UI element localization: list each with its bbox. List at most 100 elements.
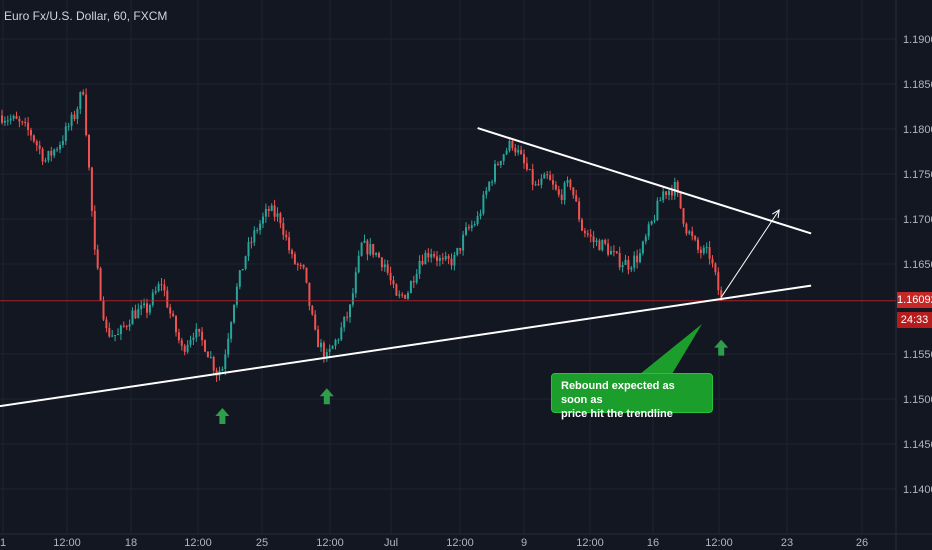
candle-body [111,335,114,337]
resistance-trendline[interactable] [477,127,812,235]
candle-body [311,305,314,315]
candle-body [375,253,378,255]
candle-body [685,223,688,234]
projection-arrow[interactable] [720,209,780,298]
candle-body [378,253,380,258]
candle-body [665,191,668,196]
candle-body [520,150,523,155]
time-tick-label: 26 [856,537,868,549]
support-trendline[interactable] [0,284,812,419]
trendlines[interactable] [0,127,812,419]
candle-body [99,268,102,301]
candle-body [273,205,276,217]
candle-body [90,167,93,211]
candle-body [360,242,363,256]
time-tick-label: 12:00 [576,537,604,549]
candle-body [189,339,192,345]
candle-body [73,114,76,120]
price-tick-label: 1.14500 [903,439,932,451]
candle-body [401,294,404,296]
candle-body [653,220,656,222]
candle-body [47,151,50,161]
candle-body [198,328,201,332]
candle-body [305,267,308,283]
candle-body [151,292,154,306]
candle-body [363,240,366,243]
candle-body [102,300,105,320]
candle-body [386,264,389,273]
candle-body [412,281,415,283]
candle-body [604,239,607,244]
candle-body [583,230,586,234]
time-tick-label: 16 [647,537,659,549]
candle-body [293,254,296,264]
candle-body [247,242,250,257]
candle-body [264,208,267,217]
annotation-line-1: Rebound expected as soon as [561,380,675,406]
candle-body [444,256,447,260]
candle-body [50,151,53,156]
candle-body [337,339,340,341]
price-tick-label: 1.18500 [903,79,932,91]
candle-body [372,244,375,255]
candle-body [354,272,357,294]
candle-body [479,213,482,217]
candle-body [430,254,433,258]
candle-body [398,294,401,296]
candle-body [572,187,575,196]
candle-body [328,348,331,352]
candle-body [108,328,111,337]
price-tick-label: 1.19000 [903,34,932,46]
candle-body [122,325,125,327]
candle-body [67,126,70,128]
candle-body [296,263,299,265]
candle-body [424,252,427,265]
time-tick-label: 12:00 [705,537,733,549]
price-axis[interactable]: 1.19000 1.18500 1.18000 1.17500 1.17000 1.165… [903,34,932,496]
candle-body [206,351,209,358]
up-arrow-icon[interactable] [319,388,334,405]
candle-body [641,241,644,254]
candle-body [163,284,166,291]
candle-body [546,174,549,176]
candle-body [438,258,441,261]
candle-body [212,356,215,371]
price-tick-label: 1.15500 [903,349,932,361]
time-tick-label: 12:00 [184,537,212,549]
candle-body [476,216,479,225]
candle-body [334,339,337,346]
candle-body [96,249,99,269]
candle-body [276,213,279,217]
candle-body [523,154,525,164]
candle-body [499,160,502,165]
up-arrow-markers[interactable] [215,339,729,424]
candle-body [694,236,697,240]
annotation-callout[interactable]: Rebound expected as soon as price hit th… [551,373,713,420]
time-axis[interactable]: 1 12:00 18 12:00 25 12:00 Jul 12:00 9 12:00 16 12:0… [0,537,868,549]
candle-body [250,242,253,244]
candle-body [618,252,621,268]
time-tick-label: 9 [521,537,527,549]
candle-body [44,160,47,162]
candle-body [351,293,354,305]
candle-body [369,244,372,255]
time-tick-label: 12:00 [316,537,344,549]
candle-body [647,224,650,237]
candle-body [61,140,64,145]
price-tick-label: 1.15000 [903,394,932,406]
candle-body [505,150,508,155]
candle-body [650,221,653,225]
candle-body [105,319,108,329]
price-tick-label: 1.14000 [903,484,932,496]
candle-body [183,345,186,352]
candle-body [670,190,673,196]
candle-body [192,337,195,340]
up-arrow-icon[interactable] [215,408,230,424]
candle-body [699,249,702,253]
candle-body [166,290,169,308]
time-tick-label: 23 [781,537,793,549]
candle-body [525,163,528,170]
up-arrow-icon[interactable] [714,339,729,356]
candle-body [128,324,131,327]
